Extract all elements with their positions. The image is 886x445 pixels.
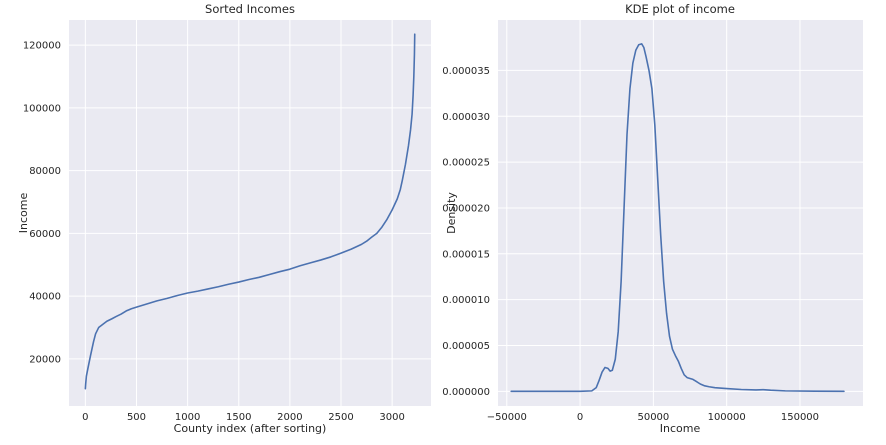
y-tick-label: 80000 — [29, 166, 61, 177]
y-axis-label: Density — [445, 192, 458, 234]
x-tick-label: 1500 — [226, 412, 251, 423]
y-tick-label: 0.000020 — [442, 203, 490, 214]
x-axis-label: County index (after sorting) — [174, 422, 327, 435]
y-tick-label: 0.000005 — [442, 341, 490, 352]
x-tick-label: 2000 — [277, 412, 302, 423]
x-tick-label: 50000 — [637, 412, 669, 423]
x-tick-label: 150000 — [781, 412, 819, 423]
y-tick-label: 0.000030 — [442, 112, 490, 123]
x-gridlines — [506, 20, 801, 406]
x-tick-label: 0 — [82, 412, 88, 423]
x-tick-label: 500 — [127, 412, 146, 423]
income-series-line — [84, 33, 416, 390]
density-series-line — [510, 43, 845, 393]
x-tick-label: −50000 — [487, 412, 527, 423]
y-tick-label: 40000 — [29, 292, 61, 303]
y-tick-label: 120000 — [23, 41, 61, 52]
y-tick-labels: 20000 40000 60000 80000 100000 120000 — [23, 41, 61, 366]
y-tick-label: 20000 — [29, 354, 61, 365]
y-tick-label: 0.000010 — [442, 295, 490, 306]
plot-area — [498, 20, 863, 406]
y-gridlines — [69, 44, 431, 360]
x-tick-label: 1000 — [175, 412, 200, 423]
x-tick-label: 100000 — [708, 412, 746, 423]
x-gridlines — [84, 20, 393, 406]
y-axis-label: Income — [17, 193, 30, 234]
plot-area — [69, 20, 431, 406]
x-axis-label: Income — [660, 422, 701, 435]
x-tick-label: 2500 — [328, 412, 353, 423]
kde-income-chart: −50000 0 50000 100000 150000 0.0000000.00000… — [442, 2, 863, 435]
y-tick-label: 0.000035 — [442, 66, 490, 77]
y-tick-labels: 0.000000 0.000005 0.000010 0.000015 0.000020… — [442, 66, 490, 398]
y-tick-label: 0.000025 — [442, 158, 490, 169]
x-tick-label: 0 — [577, 412, 583, 423]
y-tick-label: 0.000000 — [442, 387, 490, 398]
x-tick-label: 3000 — [379, 412, 404, 423]
y-tick-label: 100000 — [23, 103, 61, 114]
sorted-incomes-chart: 0 500 1000 1500 2000 2500 3000 20000 40000 60000… — [17, 2, 431, 435]
chart-title: Sorted Incomes — [205, 2, 295, 16]
x-tick-labels: 0 500 1000 1500 2000 2500 3000 — [82, 412, 405, 423]
y-tick-label: 0.000015 — [442, 249, 490, 260]
y-tick-label: 60000 — [29, 229, 61, 240]
x-tick-labels: −50000 0 50000 100000 150000 — [487, 412, 819, 423]
chart-title: KDE plot of income — [625, 2, 735, 16]
